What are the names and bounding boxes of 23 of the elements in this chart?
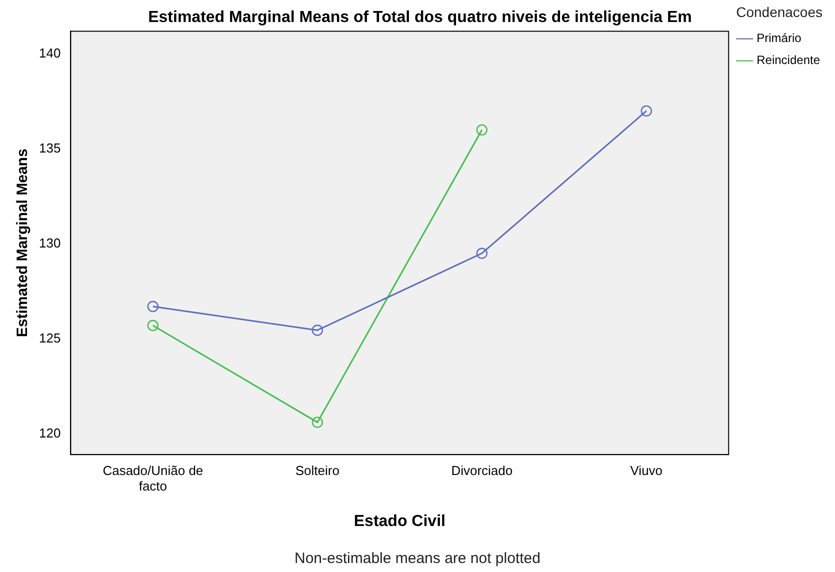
x-tick-label: Solteiro xyxy=(295,462,340,478)
point xyxy=(147,300,159,312)
chart-title: Estimated Marginal Means of Total dos quatro niveis de inteligencia Em xyxy=(148,9,692,26)
point xyxy=(476,124,488,136)
y-axis-title: Estimated Marginal Means xyxy=(14,148,32,338)
y-tick-label: 130 xyxy=(38,235,61,250)
point xyxy=(312,416,324,428)
legend-title: Condenacoes xyxy=(736,4,823,20)
y-tick-label: 125 xyxy=(38,330,61,346)
point xyxy=(312,324,324,336)
y-tick-label: 140 xyxy=(38,46,61,61)
y-tick-label: 135 xyxy=(38,140,61,156)
legend-label: Primário xyxy=(756,31,802,46)
point xyxy=(147,320,159,332)
point xyxy=(476,248,488,259)
x-tick-label: Divorciado xyxy=(451,462,513,478)
y-tick-label: 120 xyxy=(38,425,61,440)
x-axis-title: Estado Civil xyxy=(354,512,446,530)
x-tick-label: Casado/União de facto xyxy=(102,462,204,494)
point xyxy=(640,105,652,117)
text: Non-estimable means are not plotted xyxy=(294,550,542,567)
x-tick-label: Viuvo xyxy=(630,462,663,478)
legend-label: Reincidente xyxy=(756,53,820,68)
